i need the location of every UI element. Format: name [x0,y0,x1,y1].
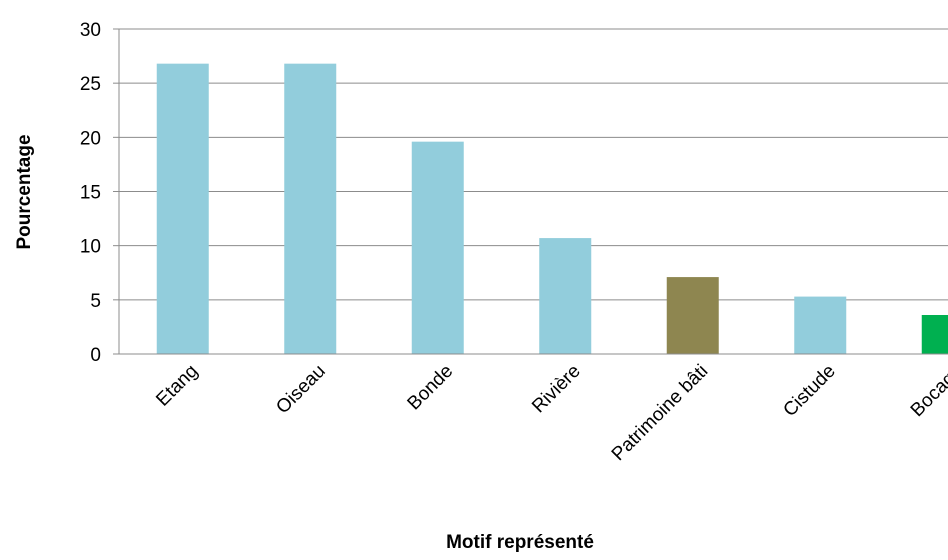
y-tick-label: 5 [90,291,101,312]
x-tick-label: Rivière [528,361,585,418]
y-axis-title: Pourcentage [14,134,35,249]
y-tick-label: 10 [80,237,101,258]
bar [794,296,847,354]
bar [539,238,592,354]
x-tick-label: Oiseau [272,361,329,418]
y-tick-label: 25 [80,74,101,95]
bars [156,63,948,355]
x-tick-label: Etang [152,361,202,411]
y-tick-label: 20 [80,128,101,149]
bar [284,63,337,355]
bar [921,315,948,354]
bar [666,277,719,354]
x-tick-label: Patrimoine bâti [608,361,712,465]
y-tick-label: 0 [90,345,101,366]
y-tick-label: 30 [80,20,101,41]
x-tick-label: Bonde [404,361,458,415]
bar [411,141,464,354]
x-tick-label: Bocage [907,361,948,421]
axes [113,28,948,355]
y-tick-labels: 0 5 10 15 20 25 30 [80,20,101,366]
bar [156,63,209,355]
x-tick-labels: Etang Oiseau Bonde Rivière Patrimoine bâti Ci… [152,361,948,465]
x-axis-title: Motif représenté [446,532,594,553]
x-tick-label: Cistude [779,361,839,421]
gridlines [119,28,948,301]
y-tick-label: 15 [80,183,101,204]
